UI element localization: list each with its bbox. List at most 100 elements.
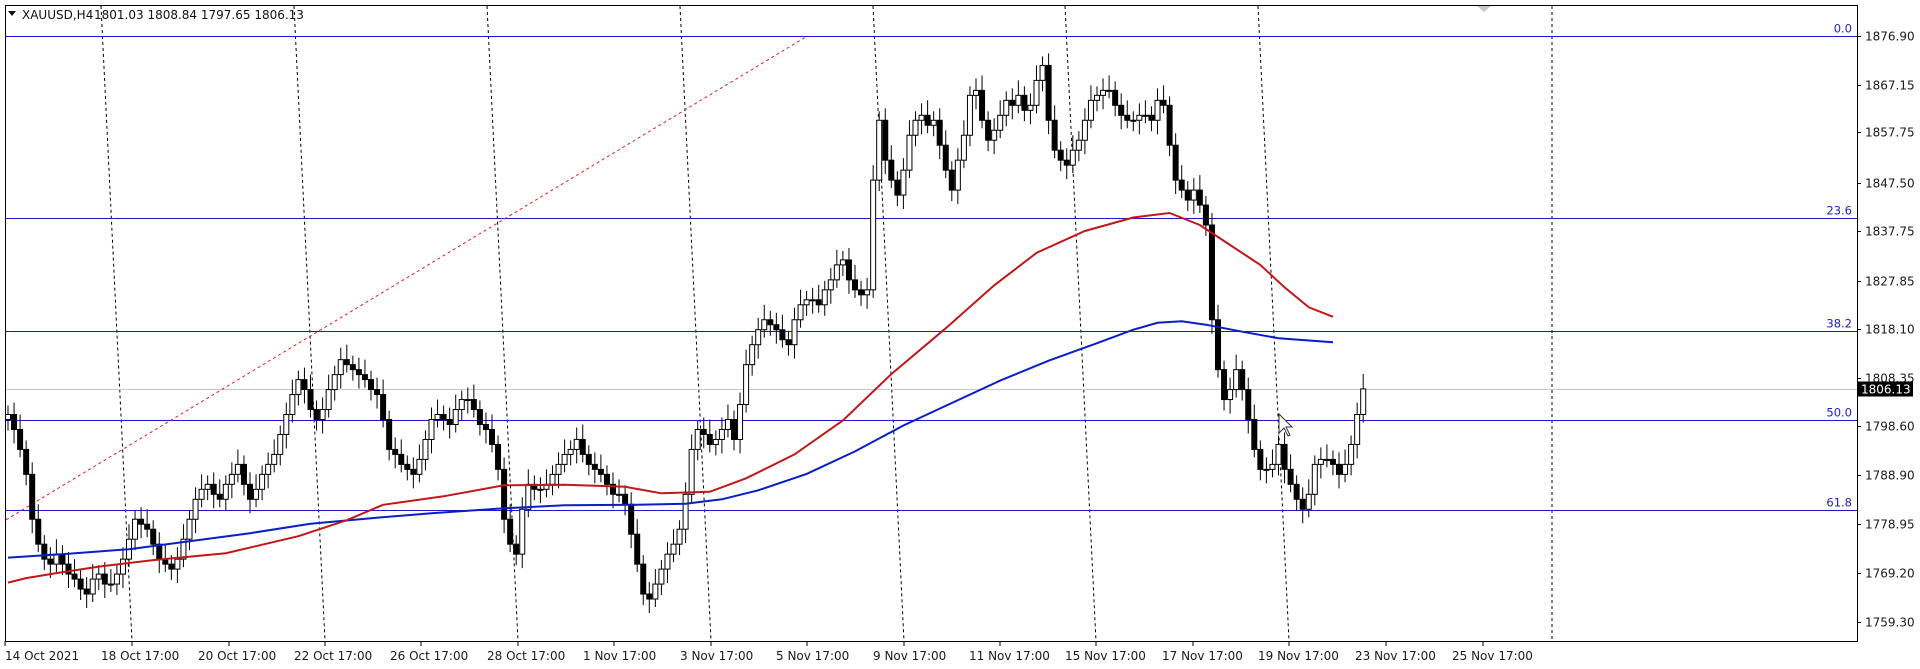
candle [1342, 449, 1349, 483]
fib-level-label: 50.0 [1826, 406, 1852, 420]
candle-body-down [1178, 179, 1185, 191]
candle [489, 414, 495, 453]
candle [918, 103, 925, 135]
candle-body-down [731, 419, 737, 440]
candle-body-up [724, 419, 731, 430]
candle-body-down [1239, 369, 1246, 391]
candle-body-down [1287, 468, 1294, 485]
candle [628, 492, 635, 549]
candle [41, 535, 48, 571]
candle-body-down [1045, 64, 1052, 121]
candle-body-up [222, 483, 229, 500]
candle [83, 577, 90, 609]
time-axis[interactable]: 14 Oct 2021 18 Oct 17:00 20 Oct 17:00 22 Oc… [4, 641, 1533, 663]
candle-body-up [1094, 94, 1100, 101]
candle-body-down [313, 409, 320, 421]
candle-body-down [23, 448, 30, 475]
candle [743, 349, 750, 413]
candle [271, 439, 278, 473]
candle [1148, 106, 1155, 132]
candle [1015, 80, 1022, 114]
candle-body-up [1263, 468, 1270, 471]
chart-shift-marker-icon[interactable] [1477, 6, 1491, 12]
candle-body-down [476, 409, 483, 425]
candle [936, 108, 943, 160]
candle [767, 310, 774, 336]
candle [295, 370, 302, 406]
candle-body-up [253, 488, 260, 500]
candle-body-up [428, 419, 435, 440]
candle-body-up [295, 379, 302, 396]
candle-body-down [603, 473, 610, 485]
candle [458, 390, 465, 421]
candle [573, 427, 580, 464]
caret-down-icon[interactable] [8, 11, 16, 16]
candle-body-down [646, 593, 653, 600]
candle [410, 457, 417, 489]
candle-body-up [718, 428, 725, 440]
candle-body-up [1323, 458, 1330, 461]
candle-body-up [416, 458, 423, 475]
candle [17, 414, 24, 458]
price-tick-label: 1798.60 [1865, 420, 1915, 434]
candle-body-down [240, 463, 247, 485]
candle-body-up [204, 483, 211, 490]
candle-body-down [513, 543, 520, 555]
candle-body-down [398, 453, 405, 465]
candle [89, 564, 96, 603]
candle-body-down [355, 369, 362, 376]
candle-body-up [616, 493, 623, 496]
candle [1251, 404, 1258, 458]
candle [23, 440, 30, 486]
candle [658, 560, 665, 596]
trendline[interactable] [5, 35, 808, 521]
price-tick-label: 1778.95 [1865, 518, 1915, 532]
candle [579, 424, 586, 463]
candle [368, 370, 374, 401]
candle [991, 118, 998, 155]
candle-body-up [912, 119, 919, 136]
candle-body-down [1009, 99, 1016, 106]
time-tick-label: 15 Nov 17:00 [1065, 649, 1146, 663]
candle-body-up [1027, 104, 1034, 111]
candle-body-up [458, 399, 465, 411]
candle [216, 479, 223, 508]
candle [343, 344, 350, 373]
candle-body-down [77, 578, 84, 590]
candle [228, 462, 235, 499]
fib-level-label: 61.8 [1826, 496, 1852, 510]
candle-body-down [1148, 114, 1155, 121]
time-tick-label: 11 Nov 17:00 [969, 649, 1050, 663]
candle [325, 374, 332, 418]
candle [138, 507, 145, 539]
candle-body-down [150, 528, 157, 545]
candle [11, 402, 18, 444]
candle [222, 475, 229, 511]
candle-body-down [65, 563, 72, 575]
fibonacci-levels[interactable]: 0.0 23.6 38.2 50.0 61.8 [6, 22, 1857, 511]
candle-body-down [392, 448, 399, 455]
candle-body-up [277, 433, 284, 455]
candle-body-up [107, 583, 114, 586]
candle [107, 569, 114, 593]
candle [718, 417, 725, 454]
candle-body-up [954, 159, 961, 191]
candle [156, 532, 163, 574]
candle [1039, 56, 1046, 92]
candle-body-up [234, 463, 241, 475]
candle-body-down [706, 433, 713, 445]
candle [1003, 91, 1010, 127]
candle-body-up [1142, 114, 1149, 117]
moving-average-fast [7, 211, 1334, 584]
candle [501, 457, 508, 534]
candle [507, 504, 514, 553]
candle [755, 317, 762, 359]
price-axis[interactable]: 1876.90 1867.15 1857.75 1847.50 1837.75 1827.… [1857, 30, 1915, 630]
candle-body-down [1245, 389, 1252, 421]
candle [1269, 449, 1276, 478]
candle [65, 552, 72, 589]
candle-body-up [876, 119, 883, 181]
candle [1354, 402, 1361, 459]
time-tick-label: 22 Oct 17:00 [294, 649, 372, 663]
